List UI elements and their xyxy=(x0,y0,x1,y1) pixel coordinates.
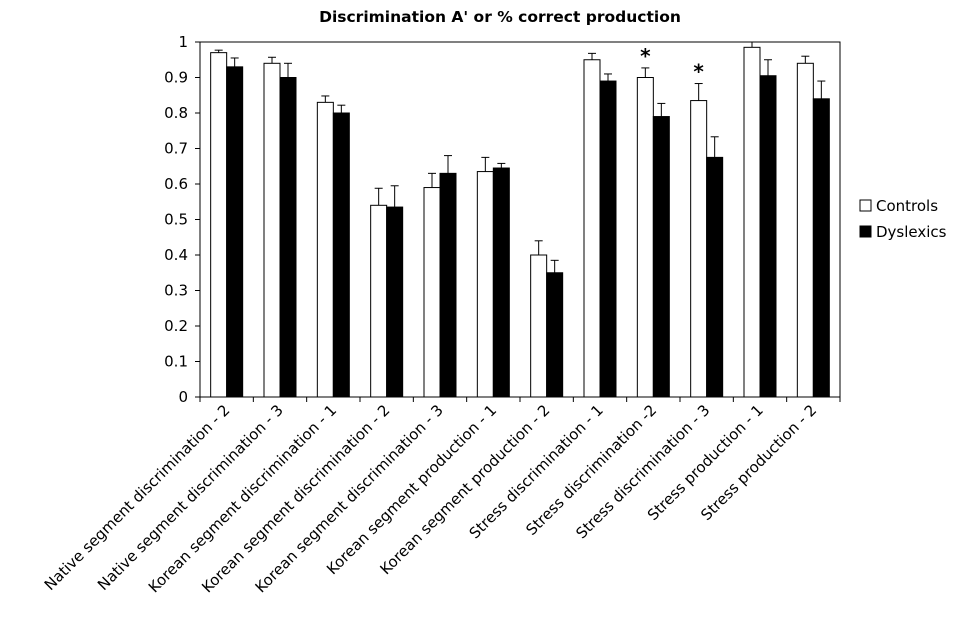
category-label: Korean segment discrimination - 2 xyxy=(198,401,393,596)
y-tick-label: 0.2 xyxy=(164,317,188,335)
y-tick-label: 0.3 xyxy=(164,282,188,300)
chart-title: Discrimination A' or % correct productio… xyxy=(319,8,681,26)
bar-controls xyxy=(796,62,814,398)
legend: Controls Dyslexics xyxy=(859,197,947,241)
bar-controls xyxy=(210,52,228,398)
bar-dyslexics xyxy=(599,80,617,398)
bar-dyslexics xyxy=(226,66,244,398)
bar-dyslexics xyxy=(332,112,350,398)
significance-mark: * xyxy=(640,44,651,68)
bar-dyslexics xyxy=(759,75,777,398)
bar-controls xyxy=(636,77,654,398)
bar-controls xyxy=(476,171,494,398)
bar-dyslexics xyxy=(706,156,724,398)
error-bars xyxy=(214,41,826,273)
bar-controls xyxy=(583,59,601,398)
bar-controls xyxy=(530,254,548,398)
axes: 0 0.1 0.2 0.3 0.4 0.5 0.6 0.7 0.8 0.9 1 xyxy=(164,33,841,406)
bar-dyslexics xyxy=(492,167,510,398)
legend-label: Dyslexics xyxy=(876,223,947,241)
category-label: Korean segment discrimination - 3 xyxy=(252,401,447,596)
y-tick-label: 0.7 xyxy=(164,140,188,158)
legend-label: Controls xyxy=(876,197,938,215)
category-label: Native segment discrimination - 3 xyxy=(94,401,287,594)
bar-controls xyxy=(316,101,334,398)
bar-controls xyxy=(370,204,388,398)
y-tick-label: 0.8 xyxy=(164,104,188,122)
bar-controls xyxy=(743,46,761,398)
bar-dyslexics xyxy=(439,172,457,398)
y-tick-label: 0.4 xyxy=(164,246,188,264)
category-label: Korean segment discrimination - 1 xyxy=(145,401,340,596)
bars xyxy=(210,46,830,398)
bar-controls xyxy=(263,62,281,398)
legend-swatch xyxy=(859,199,872,212)
bar-dyslexics xyxy=(546,272,564,398)
y-tick-label: 0.5 xyxy=(164,211,188,229)
bar-controls xyxy=(423,187,441,398)
bar-dyslexics xyxy=(386,206,404,398)
legend-swatch xyxy=(859,225,872,238)
bar-controls xyxy=(690,100,708,398)
category-label: Native segment discrimination - 2 xyxy=(41,401,234,594)
y-tick-label: 0 xyxy=(178,388,188,406)
annotations: ** xyxy=(640,44,704,84)
bar-dyslexics xyxy=(812,98,830,398)
significance-mark: * xyxy=(693,60,704,84)
y-tick-label: 0.9 xyxy=(164,69,188,87)
bar-dyslexics xyxy=(279,77,297,398)
y-tick-label: 0.1 xyxy=(164,353,188,371)
x-axis-labels: Native segment discrimination - 2Native … xyxy=(41,401,820,596)
y-tick-label: 1 xyxy=(178,33,188,51)
y-tick-label: 0.6 xyxy=(164,175,188,193)
bar-dyslexics xyxy=(652,116,670,398)
